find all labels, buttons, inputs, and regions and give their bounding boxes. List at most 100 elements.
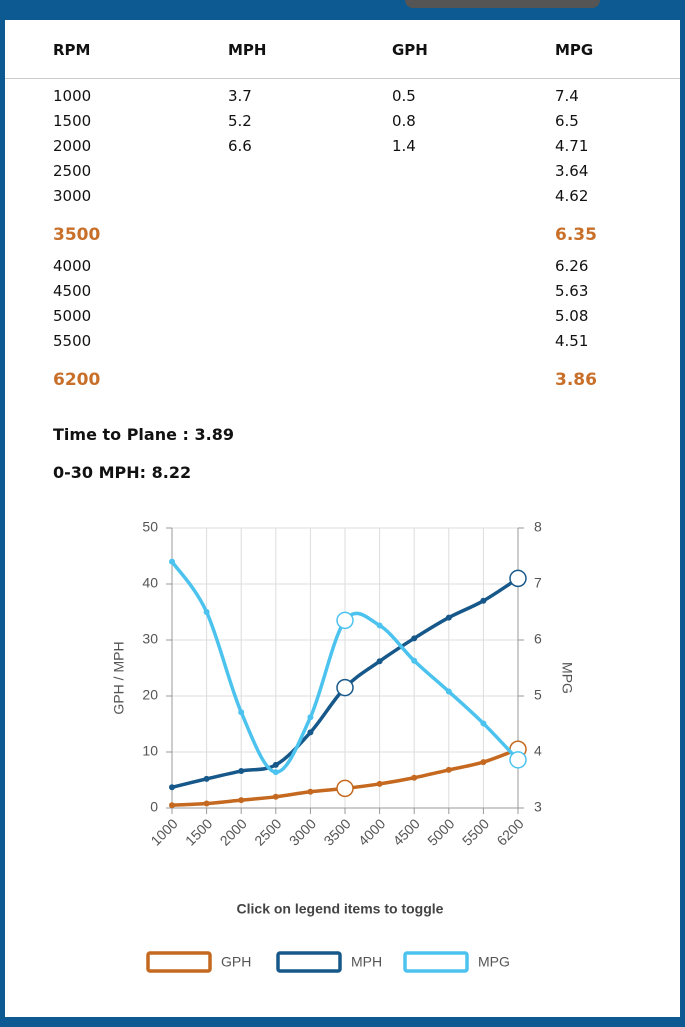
y2-tick-label: 5 [534, 687, 542, 703]
point [445, 688, 452, 695]
point [480, 720, 487, 727]
table-cell: 0.8 [392, 112, 416, 130]
point [376, 622, 383, 629]
point [203, 609, 210, 615]
table-cell: 3.7 [228, 87, 252, 105]
legend-item[interactable]: MPG [403, 951, 510, 973]
x-tick-label: 3500 [320, 815, 353, 848]
y-tick-label: 10 [142, 743, 158, 759]
x-tick-label: 1500 [182, 815, 215, 848]
highlight-point [336, 611, 354, 630]
table-cell: 7.4 [555, 87, 579, 105]
table-cell: 4.62 [555, 187, 589, 205]
point [272, 769, 279, 776]
highlight-point [509, 569, 527, 588]
point [411, 657, 418, 664]
highlight-point [336, 779, 354, 798]
table-cell: 6.5 [555, 112, 579, 130]
table-header: RPM [53, 41, 91, 59]
x-tick-label: 2500 [251, 815, 284, 848]
y2-tick-label: 8 [534, 519, 542, 535]
table-header: MPG [555, 41, 594, 59]
point [203, 775, 210, 782]
table-cell: 5.08 [555, 307, 589, 325]
point [376, 780, 383, 787]
point [203, 800, 210, 807]
table-cell: 5500 [53, 332, 92, 350]
point [480, 597, 487, 604]
table-cell: 6200 [53, 370, 101, 390]
highlight-point [509, 751, 527, 769]
point [272, 793, 279, 800]
point [169, 558, 175, 565]
y-tick-label: 50 [142, 519, 158, 535]
table-cell: 1.4 [392, 137, 416, 155]
legend-label: MPH [351, 954, 382, 970]
legend-item[interactable]: MPH [276, 951, 382, 973]
table-cell: 3000 [53, 187, 92, 205]
y2-tick-label: 3 [534, 799, 542, 815]
table-cell: 4000 [53, 257, 92, 275]
table-cell: 0.5 [392, 87, 416, 105]
point [307, 788, 314, 795]
point [445, 766, 452, 773]
legend-label: MPG [478, 954, 510, 970]
legend-item[interactable]: GPH [146, 951, 251, 973]
table-header: MPH [228, 41, 267, 59]
y-axis-label: GPH / MPH [111, 641, 127, 714]
legend-note: Click on legend items to toggle [237, 901, 444, 917]
panel: RPM MPH GPH MPG 1000 3.7 0.5 7.4 1500 5.2 0.8 6.5 20… [5, 20, 680, 1017]
point [238, 709, 245, 716]
table-cell: 4.51 [555, 332, 589, 350]
point [376, 658, 383, 665]
table-cell: 3500 [53, 225, 101, 245]
y-tick-label: 40 [142, 575, 158, 591]
table-cell: 5.2 [228, 112, 252, 130]
table-cell: 2500 [53, 162, 92, 180]
point [411, 774, 418, 781]
legend-swatch [146, 951, 212, 973]
x-tick-label: 4500 [390, 815, 423, 848]
table-cell: 3.86 [555, 370, 597, 390]
table-cell: 1500 [53, 112, 92, 130]
table-cell: 6.26 [555, 257, 589, 275]
stat: Time to Plane : 3.89 [53, 425, 234, 444]
point [445, 614, 452, 621]
table-cell: 2000 [53, 137, 92, 155]
y-tick-label: 30 [142, 631, 158, 647]
table-cell: 6.35 [555, 225, 597, 245]
point [238, 768, 245, 775]
legend-swatch [403, 951, 469, 973]
table-cell: 1000 [53, 87, 92, 105]
x-tick-label: 1000 [147, 815, 180, 848]
point [169, 784, 175, 791]
table-cell: 3.64 [555, 162, 589, 180]
header-divider [5, 78, 680, 79]
x-tick-label: 3000 [286, 815, 319, 848]
point [307, 714, 314, 721]
point [169, 802, 175, 809]
table-cell: 5000 [53, 307, 92, 325]
top-image [405, 0, 600, 8]
y-tick-label: 0 [150, 799, 158, 815]
y-tick-label: 20 [142, 687, 158, 703]
x-tick-label: 6200 [493, 815, 526, 848]
table-cell: 4.71 [555, 137, 589, 155]
point [411, 635, 418, 642]
point [272, 761, 279, 768]
x-tick-label: 4000 [355, 815, 388, 848]
x-tick-label: 5000 [424, 815, 457, 848]
point [480, 759, 487, 766]
table-cell: 5.63 [555, 282, 589, 300]
y2-tick-label: 4 [534, 743, 542, 759]
y2-tick-label: 7 [534, 575, 542, 591]
table-header: GPH [392, 41, 428, 59]
legend-label: GPH [221, 954, 251, 970]
stat: 0-30 MPH: 8.22 [53, 463, 192, 482]
x-tick-label: 5500 [459, 815, 492, 848]
highlight-point [336, 678, 354, 697]
y2-axis-label: MPG [559, 662, 575, 694]
table-cell: 6.6 [228, 137, 252, 155]
